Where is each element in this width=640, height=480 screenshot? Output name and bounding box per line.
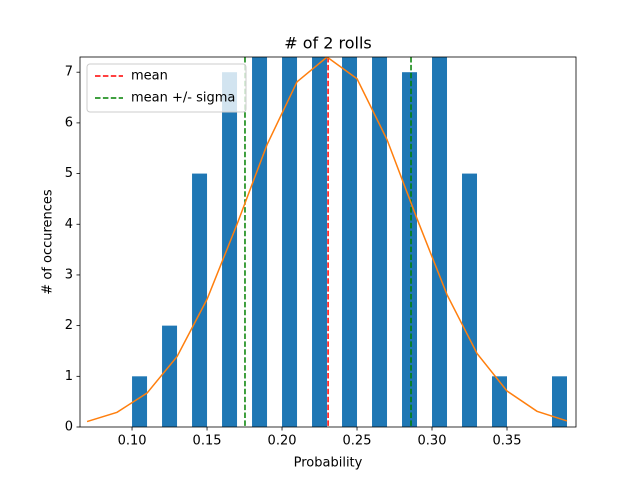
axes-frame: [79, 56, 577, 428]
y-tick-label: 5: [65, 166, 73, 181]
bar: [162, 325, 178, 427]
bar: [402, 72, 418, 427]
chart-title: # of 2 rolls: [284, 34, 372, 53]
y-tick-label: 6: [65, 115, 73, 130]
x-axis-label: Probability: [294, 456, 363, 471]
x-tick-label: 0.15: [193, 434, 222, 449]
overlay: 0.10 0.15 0.20 0.25 0.30 0.35 0 1 2 3 4 5 6 7 mean mean…: [65, 56, 577, 449]
y-tick-label: 1: [65, 369, 73, 384]
x-tick-label: 0.30: [418, 434, 447, 449]
y-tick-label: 7: [65, 65, 73, 80]
fit-curve: [86, 57, 568, 423]
bar: [432, 57, 448, 427]
bar: [192, 173, 208, 427]
y-tick-label: 0: [65, 420, 73, 435]
y-tick-label: 2: [65, 318, 73, 333]
legend-box: [86, 63, 247, 113]
bar: [462, 173, 478, 427]
bar: [252, 57, 268, 427]
bar: [372, 57, 388, 427]
bar: [342, 57, 358, 427]
legend-label: mean +/- sigma: [131, 91, 235, 106]
bar: [132, 376, 148, 427]
bar: [552, 376, 568, 427]
x-tick-label: 0.20: [268, 434, 297, 449]
bar: [222, 72, 238, 427]
x-tick-label: 0.25: [343, 434, 372, 449]
y-tick-label: 3: [65, 267, 73, 282]
bar: [312, 57, 328, 427]
legend-label: mean: [131, 69, 168, 84]
bar: [282, 57, 298, 427]
x-tick-label: 0.35: [493, 434, 522, 449]
x-tick-label: 0.10: [118, 434, 147, 449]
plot-area: [86, 57, 568, 427]
bar: [492, 376, 508, 427]
y-tick-label: 4: [65, 217, 73, 232]
y-axis-label: # of occurences: [41, 189, 56, 295]
